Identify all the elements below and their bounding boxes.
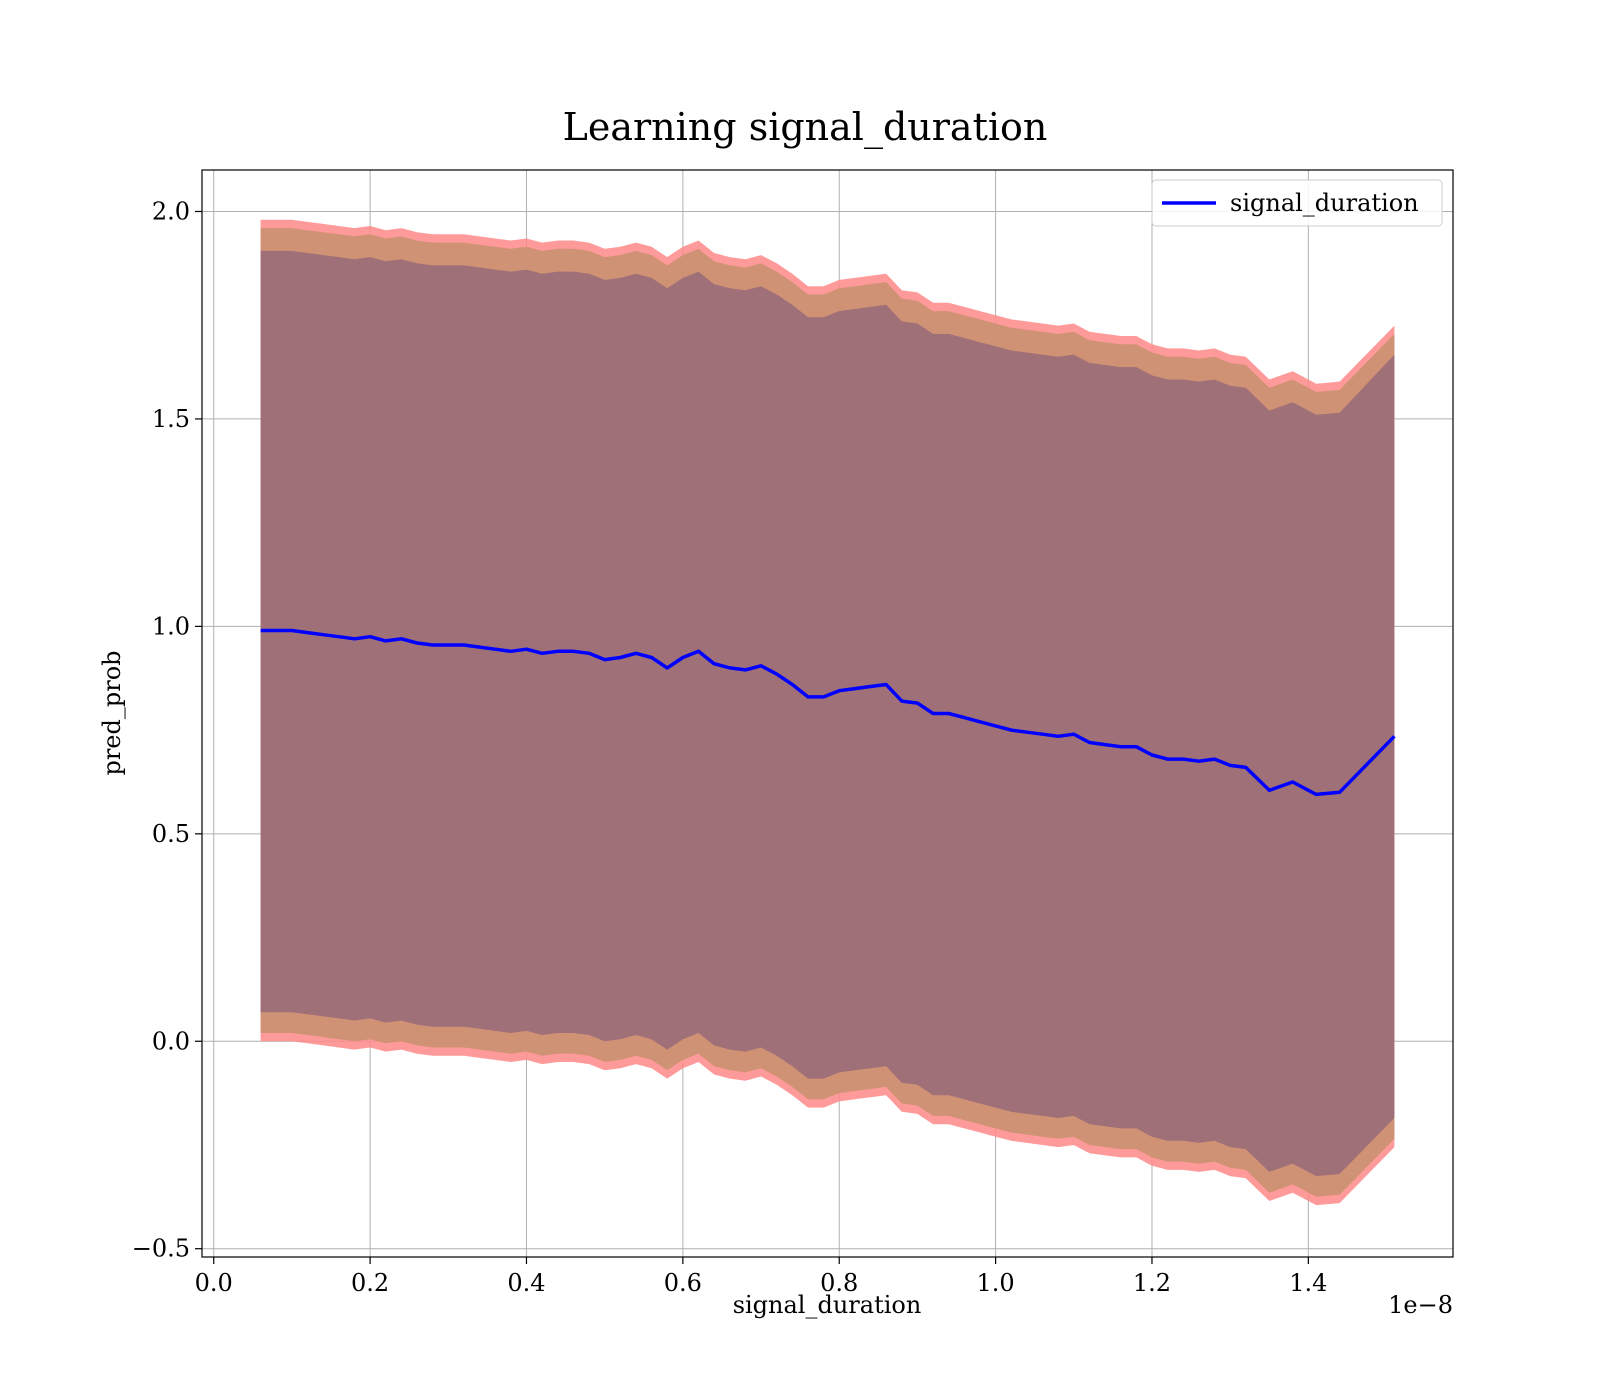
x-tick-label: 0.8 [820,1269,858,1297]
plot-frame [201,169,1454,1258]
legend-box [1151,179,1443,227]
legend: signal_duration [1151,179,1443,227]
x-axis-offset-label: 1e−8 [1388,1291,1453,1319]
y-axis-ticks: −0.5 0.0 0.5 1.0 1.5 2.0 [132,197,202,1263]
x-tick-label: 0.2 [351,1269,389,1297]
x-tick-label: 0.6 [664,1269,702,1297]
x-tick-label: 0.0 [195,1269,233,1297]
y-tick-label: 2.0 [152,197,190,225]
x-tick-label: 1.2 [1133,1269,1171,1297]
y-tick-label: −0.5 [132,1235,190,1263]
confidence-bands [260,219,1395,1206]
chart-title: Learning signal_duration [563,105,1048,150]
x-tick-label: 1.4 [1289,1269,1327,1297]
x-axis-ticks: 0.0 0.2 0.4 0.6 0.8 1.0 1.2 1.4 [195,1257,1327,1297]
confidence-band-3 [260,250,1395,1177]
plot-area [201,169,1454,1258]
y-tick-label: 1.0 [152,612,190,640]
x-tick-label: 0.4 [507,1269,545,1297]
x-tick-label: 1.0 [977,1269,1015,1297]
y-tick-label: 0.0 [152,1027,190,1055]
legend-label-signal-duration: signal_duration [1230,189,1419,217]
y-axis-label: pred_prob [98,650,126,775]
x-axis-label: signal_duration [733,1291,922,1319]
y-tick-label: 1.5 [152,405,190,433]
y-tick-label: 0.5 [152,820,190,848]
series-line-signal-duration [260,628,1396,797]
series-lines [260,628,1396,797]
